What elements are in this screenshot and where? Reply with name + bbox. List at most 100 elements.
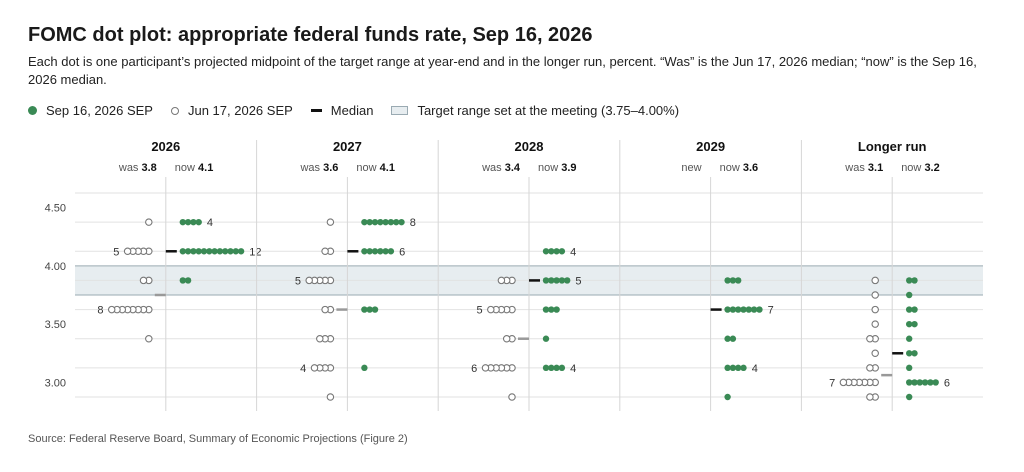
was-value: 3.1 [868,162,883,174]
current-dot [206,248,213,255]
previous-dot [107,305,116,314]
current-dot [222,248,229,255]
current-dot [729,335,737,342]
was-label: new [681,162,701,174]
band-swatch-icon [391,106,409,115]
current-dot [740,306,747,313]
previous-count-label: 5 [295,275,301,287]
previous-dot [839,378,848,387]
now-label: now [175,162,198,174]
previous-count-label: 6 [471,363,477,375]
current-dot [195,218,202,226]
current-count-label: 4 [752,363,758,375]
current-dot [724,306,731,313]
panel-4-was: new [681,162,701,174]
was-value: 3.4 [505,162,521,174]
previous-dot [481,364,490,372]
now-label: now [538,162,561,174]
current-dot [558,277,566,284]
now-label: now [901,162,924,174]
filled-dot-icon [28,106,37,115]
y-tick-label: 3.00 [45,377,66,389]
current-dot [729,277,737,284]
current-dot [237,248,245,255]
current-dot [564,277,571,284]
panel-5-now: now 3.2 [901,162,940,174]
panel-4-title: 2029 [696,139,725,154]
legend-current-label: Sep 16, 2026 SEP [46,103,153,118]
current-dot [756,306,763,313]
current-dot [906,364,913,372]
was-value: 3.8 [142,162,157,174]
legend-item-current: Sep 16, 2026 SEP [28,103,153,118]
source-note: Source: Federal Reserve Board, Summary o… [28,433,408,445]
was-label: was [481,162,505,174]
legend-item-median: Median [310,103,374,118]
now-label: now [356,162,379,174]
panel-1-now: now 4.1 [175,162,214,174]
current-dot [361,218,368,226]
current-dot [398,218,405,226]
current-dot [542,364,550,372]
current-dot [553,277,560,284]
current-dot [724,277,731,284]
current-dot [921,379,929,386]
panel-2-now: now 4.1 [356,162,395,174]
current-dot [906,320,913,328]
current-dot [735,306,742,313]
current-dot [542,248,550,255]
panel-1-was: was 3.8 [118,162,157,174]
current-dot [553,364,560,372]
current-dot [906,350,913,357]
previous-dot [487,305,495,314]
current-count-label: 8 [410,217,416,229]
chart-subtitle: Each dot is one participant’s projected … [28,54,977,87]
panel-1-title: 2026 [151,139,180,154]
previous-dot [866,393,874,401]
current-dot [382,218,389,226]
now-value: 3.6 [743,162,758,174]
current-dot [740,364,747,372]
current-dot [211,248,218,255]
previous-count-label: 5 [113,246,119,258]
current-dot [548,277,555,284]
previous-dot [871,320,879,328]
previous-dot [305,276,313,285]
legend-item-previous: Jun 17, 2026 SEP [170,103,293,118]
previous-count-label: 5 [476,305,482,317]
current-dot [750,306,758,313]
was-label: was [844,162,868,174]
legend-previous-label: Jun 17, 2026 SEP [187,103,293,118]
y-tick-label: 3.50 [45,319,66,331]
current-dot [735,364,742,372]
previous-dot [871,276,879,285]
y-tick-label: 4.50 [45,203,66,215]
current-dot [729,306,737,313]
previous-dot [145,218,153,226]
current-count-label: 4 [570,363,576,375]
previous-count-label: 7 [829,377,835,389]
current-dot [361,306,368,313]
previous-dot [866,334,874,343]
median-dash-icon [310,109,322,112]
current-dot [911,350,918,357]
current-count-label: 7 [768,305,774,317]
previous-count-label: 4 [300,363,306,375]
current-dot [393,218,400,226]
now-value: 4.1 [380,162,395,174]
current-dot [371,306,379,313]
current-dot [179,218,186,226]
previous-dot [866,364,874,372]
previous-dot [871,291,879,299]
was-label: was [118,162,142,174]
dot-plot: 4.50 4.00 3.50 3.00 2026 was 3.8 now 4.1 5 8 4 12 2… [45,139,983,411]
panel-4-now: now 3.6 [720,162,759,174]
current-dot [361,248,368,255]
previous-dot [123,247,132,256]
now-value: 3.9 [561,162,576,174]
legend-median-label: Median [330,103,374,118]
current-dot [724,364,731,372]
current-count-label: 4 [570,246,576,258]
current-dot [371,218,379,226]
current-dot [927,379,934,386]
